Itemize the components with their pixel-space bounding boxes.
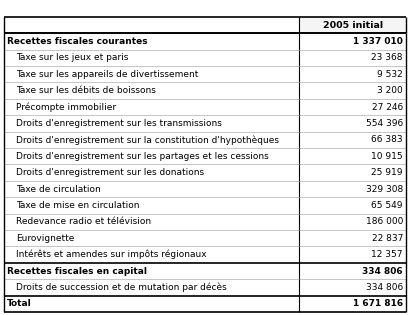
Text: 12 357: 12 357 [371,250,402,259]
Text: 23 368: 23 368 [371,53,402,62]
Bar [4,115,405,132]
Bar [4,49,405,66]
Bar [4,164,405,181]
Text: Droits d'enregistrement sur les partages et les cessions: Droits d'enregistrement sur les partages… [16,152,268,161]
Bar [4,83,405,99]
Text: 9 532: 9 532 [376,70,402,79]
Bar [4,295,405,312]
Text: Taxe de mise en circulation: Taxe de mise en circulation [16,201,139,210]
Text: 65 549: 65 549 [371,201,402,210]
Text: 1 671 816: 1 671 816 [352,299,402,308]
Bar [4,279,405,295]
Text: Recettes fiscales en capital: Recettes fiscales en capital [7,266,147,276]
Bar [4,33,405,49]
Bar [4,230,405,246]
Text: Droits d'enregistrement sur la constitution d'hypothèques: Droits d'enregistrement sur la constitut… [16,135,278,145]
Bar [4,148,405,164]
Bar [4,132,405,148]
Text: Intérêts et amendes sur impôts régionaux: Intérêts et amendes sur impôts régionaux [16,250,206,259]
Text: Précompte immobilier: Précompte immobilier [16,102,116,112]
Bar [4,214,405,230]
Text: Taxe sur les appareils de divertissement: Taxe sur les appareils de divertissement [16,70,198,79]
Text: Droits d'enregistrement sur les transmissions: Droits d'enregistrement sur les transmis… [16,119,221,128]
Text: 334 806: 334 806 [362,266,402,276]
Text: 2005 initial: 2005 initial [322,20,382,30]
Text: 66 383: 66 383 [371,135,402,144]
Bar [4,66,405,83]
Text: 10 915: 10 915 [371,152,402,161]
Text: Droits d'enregistrement sur les donations: Droits d'enregistrement sur les donation… [16,168,204,177]
Text: 22 837: 22 837 [371,234,402,243]
Text: 25 919: 25 919 [371,168,402,177]
Bar [4,99,405,115]
Bar [4,181,405,197]
Text: 186 000: 186 000 [365,217,402,226]
Text: Redevance radio et télévision: Redevance radio et télévision [16,217,151,226]
Bar [4,263,405,279]
Text: 334 806: 334 806 [365,283,402,292]
Text: Recettes fiscales courantes: Recettes fiscales courantes [7,37,147,46]
Text: 3 200: 3 200 [376,86,402,95]
Bar [4,197,405,214]
Text: 27 246: 27 246 [371,102,402,112]
Text: Total: Total [7,299,31,308]
Text: 329 308: 329 308 [365,185,402,193]
Text: 1 337 010: 1 337 010 [352,37,402,46]
Text: 554 396: 554 396 [365,119,402,128]
Bar [4,246,405,263]
Text: Eurovignette: Eurovignette [16,234,74,243]
Bar [299,17,405,33]
Text: Taxe de circulation: Taxe de circulation [16,185,101,193]
Text: Droits de succession et de mutation par décès: Droits de succession et de mutation par … [16,283,226,292]
Text: Taxe sur les jeux et paris: Taxe sur les jeux et paris [16,53,128,62]
Text: Taxe sur les débits de boissons: Taxe sur les débits de boissons [16,86,155,95]
